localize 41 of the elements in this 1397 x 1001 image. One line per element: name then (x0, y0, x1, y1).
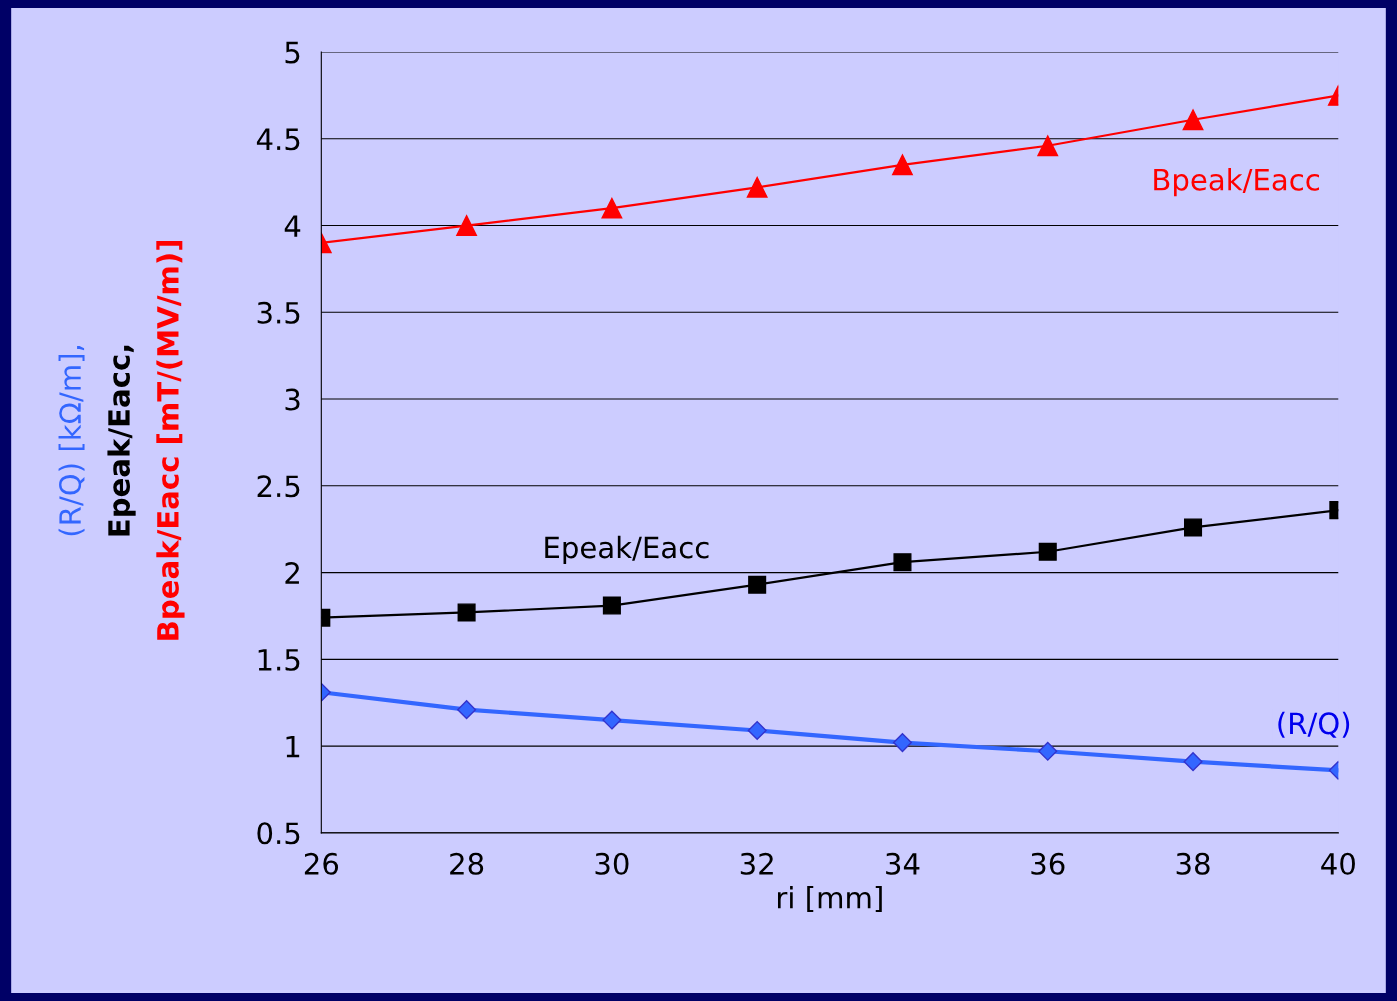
x-tick-label: 38 (1176, 852, 1210, 875)
point (1183, 752, 1203, 772)
point (748, 575, 767, 594)
x-tick-label: 32 (740, 852, 773, 875)
point (1038, 542, 1057, 561)
x-tick-label: 26 (304, 852, 339, 875)
point (457, 603, 476, 622)
point (892, 733, 912, 753)
point (746, 176, 768, 198)
point (1184, 518, 1203, 537)
y-tick-label: 3 (285, 388, 300, 411)
x-tick-label: 30 (595, 852, 629, 875)
y-axis-title: (R/Q) [kΩ/m], Epeak/Eacc, Bpeak/Eacc [mT/(MV/m)] (58, 241, 185, 640)
y-tick-label: 1 (286, 735, 300, 758)
point (1182, 109, 1204, 131)
point (601, 197, 623, 219)
series-label: Epeak/Eacc (545, 535, 709, 565)
x-axis-title: ri [mm] (777, 886, 882, 913)
y-tick-label: 2.5 (257, 475, 300, 498)
y-tick-label: 1.5 (258, 649, 300, 671)
point (456, 215, 478, 236)
y-tick-label: 3.5 (257, 301, 300, 324)
y-tick-label: 5 (285, 41, 300, 64)
series-label: Bpeak/Eacc (1154, 168, 1319, 197)
point (602, 710, 622, 730)
point (602, 596, 621, 615)
point (893, 553, 912, 572)
series-label: (R/Q) (1278, 711, 1350, 738)
point (892, 154, 913, 176)
y-tick-label: 4.5 (256, 128, 300, 151)
y-tick-label: 0.5 (257, 822, 300, 845)
point (747, 720, 767, 740)
point (457, 700, 477, 720)
y-tick-label: 4 (284, 215, 301, 237)
x-tick-label: 40 (1321, 852, 1355, 875)
x-tick-label: 34 (886, 852, 920, 875)
y-tick-label: 2 (285, 562, 299, 584)
point (1038, 741, 1058, 761)
point (1037, 135, 1059, 157)
x-tick-label: 28 (450, 852, 484, 875)
x-tick-label: 36 (1031, 852, 1065, 875)
